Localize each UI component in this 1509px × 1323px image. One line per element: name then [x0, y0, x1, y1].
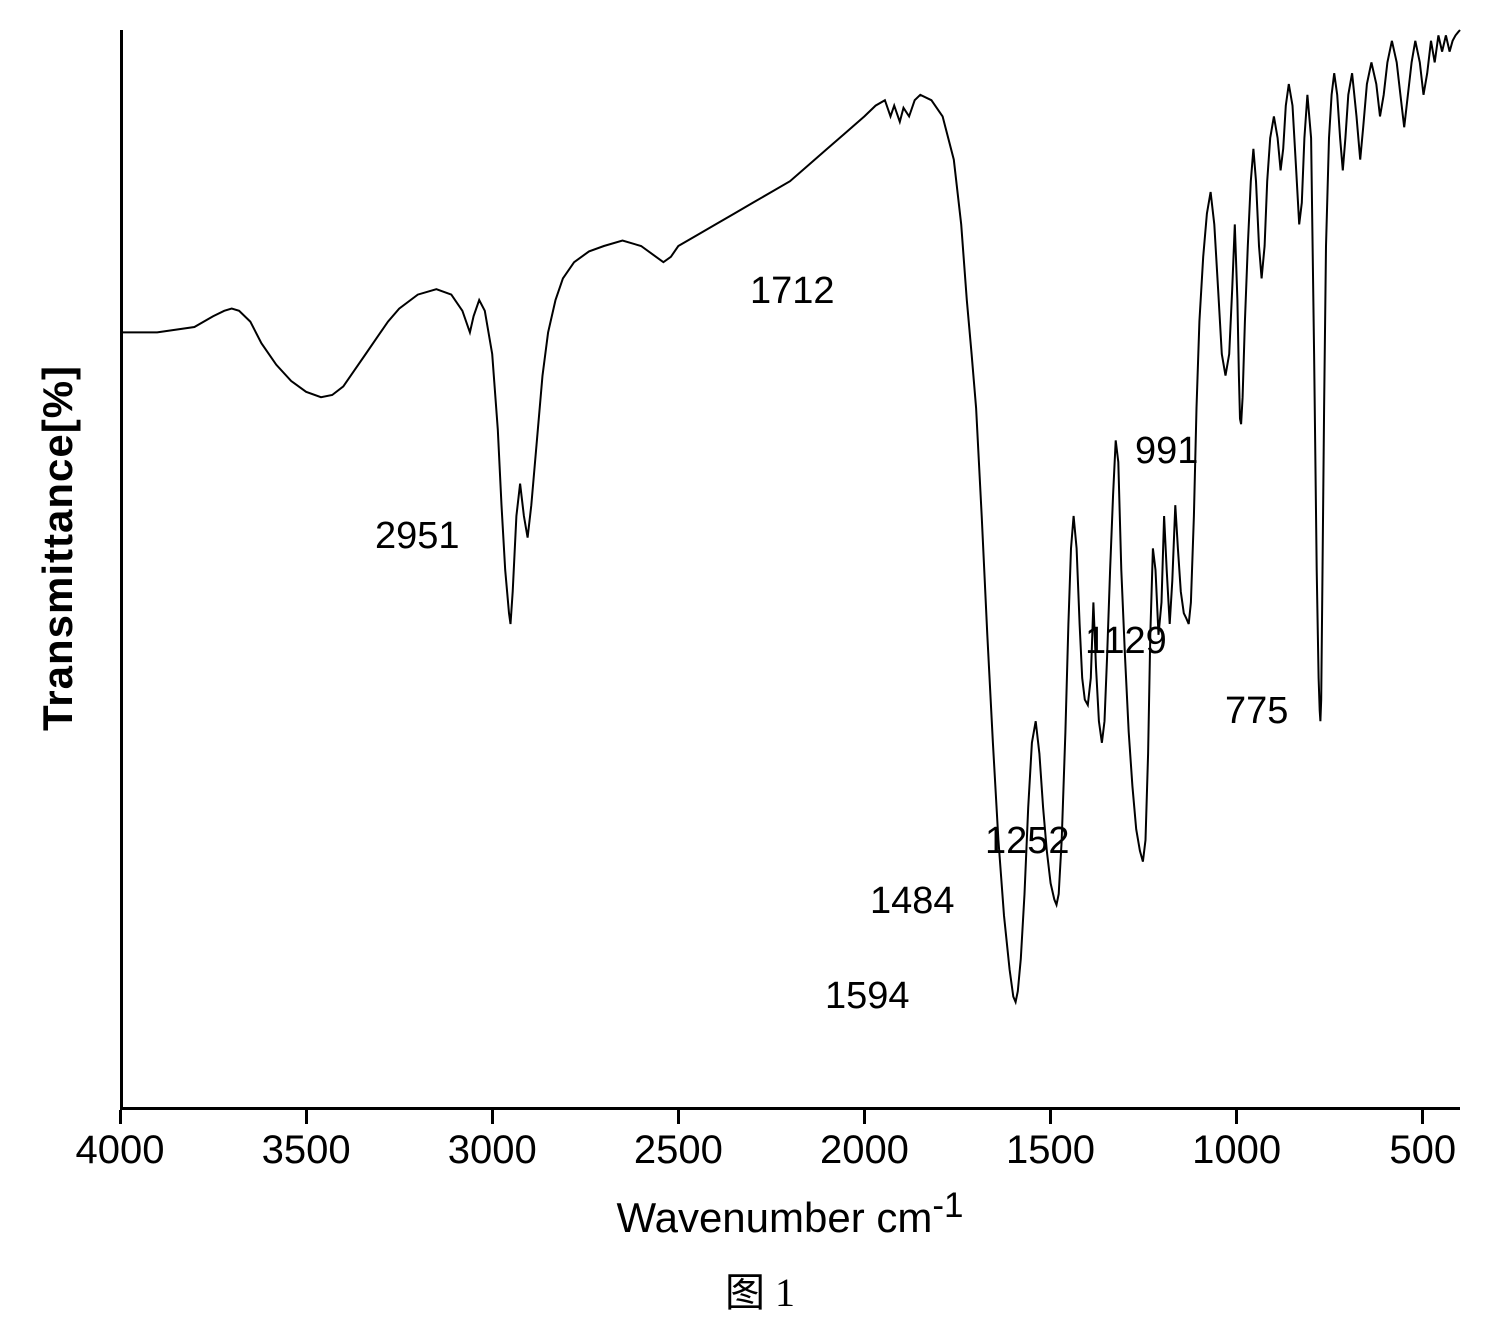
peak-label: 1484 — [870, 880, 955, 923]
spectrum-line — [0, 0, 1509, 1323]
peak-label: 1712 — [750, 270, 835, 313]
peak-label: 1129 — [1085, 620, 1167, 663]
peak-label: 1252 — [985, 820, 1070, 863]
peak-label: 775 — [1225, 690, 1288, 733]
peak-label: 991 — [1135, 430, 1198, 473]
peak-label: 2951 — [375, 515, 460, 558]
figure: Transmittance[%] 40003500300025002000150… — [0, 0, 1509, 1323]
peak-label: 1594 — [825, 975, 910, 1018]
figure-caption: 图 1 — [725, 1260, 795, 1318]
